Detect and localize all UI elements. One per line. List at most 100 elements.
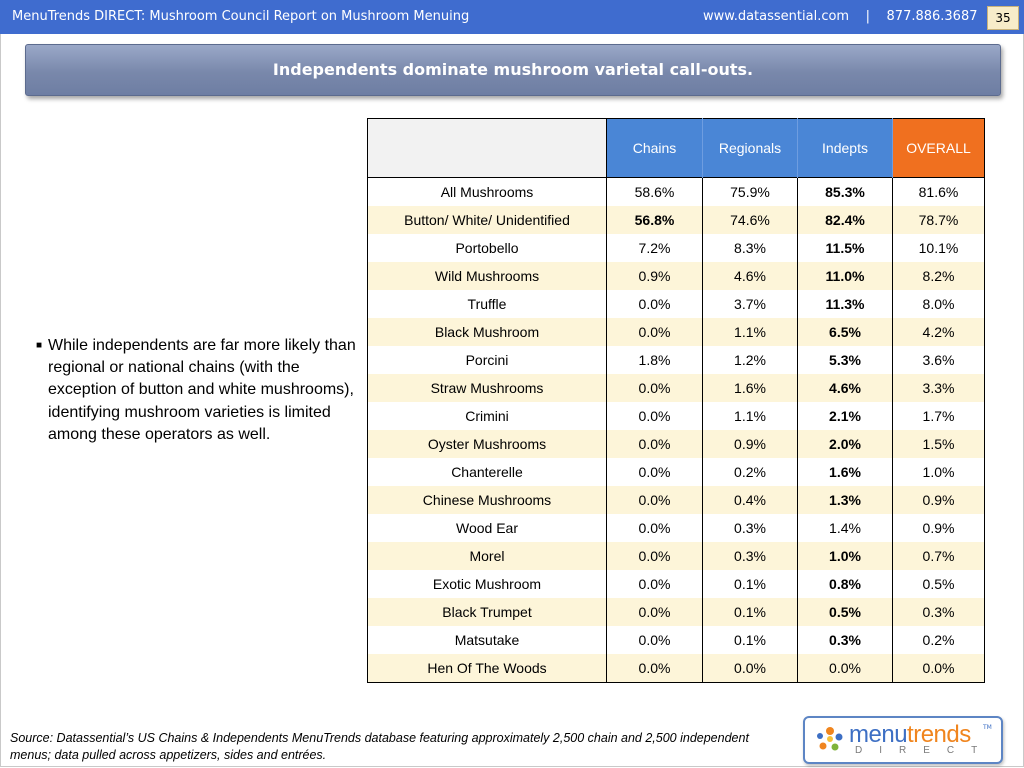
regionals-cell: 0.3% [702, 514, 798, 542]
row-label-cell: Black Mushroom [367, 318, 607, 346]
table-row: Button/ White/ Unidentified 56.8% 74.6% 82.… [367, 206, 985, 234]
table-body: All Mushrooms 58.6% 75.9% 85.3% 81.6% Button/… [367, 177, 985, 683]
overall-cell: 1.7% [892, 402, 985, 430]
overall-cell: 1.0% [892, 458, 985, 486]
row-label-cell: Hen Of The Woods [367, 654, 607, 683]
column-header-regionals: Regionals [702, 118, 798, 178]
bullet-point: ■ While independents are far more likely… [36, 335, 356, 446]
overall-cell: 10.1% [892, 234, 985, 262]
chains-cell: 0.0% [606, 374, 703, 402]
overall-cell: 1.5% [892, 430, 985, 458]
table-row: Wood Ear 0.0% 0.3% 1.4% 0.9% [367, 514, 985, 542]
row-label-cell: Black Trumpet [367, 598, 607, 626]
chains-cell: 0.9% [606, 262, 703, 290]
regionals-cell: 1.1% [702, 402, 798, 430]
row-label-cell: Chinese Mushrooms [367, 486, 607, 514]
logo-subtitle: DIRECT [855, 745, 995, 756]
table-row: Straw Mushrooms 0.0% 1.6% 4.6% 3.3% [367, 374, 985, 402]
regionals-cell: 8.3% [702, 234, 798, 262]
overall-cell: 0.5% [892, 570, 985, 598]
row-label-cell: Matsutake [367, 626, 607, 654]
indepts-cell: 82.4% [797, 206, 893, 234]
overall-cell: 8.0% [892, 290, 985, 318]
header-bar: MenuTrends DIRECT: Mushroom Council Repo… [0, 0, 1024, 34]
mushroom-table: Chains Regionals Indepts OVERALL All Mus… [367, 118, 985, 683]
menutrends-logo: menutrends TM DIRECT [803, 716, 1003, 764]
table-row: Chinese Mushrooms 0.0% 0.4% 1.3% 0.9% [367, 486, 985, 514]
table-row: Morel 0.0% 0.3% 1.0% 0.7% [367, 542, 985, 570]
regionals-cell: 0.4% [702, 486, 798, 514]
row-label-cell: Morel [367, 542, 607, 570]
table-header-row: Chains Regionals Indepts OVERALL [367, 118, 985, 178]
table-row: Porcini 1.8% 1.2% 5.3% 3.6% [367, 346, 985, 374]
column-header-chains: Chains [606, 118, 703, 178]
overall-cell: 0.7% [892, 542, 985, 570]
indepts-cell: 1.3% [797, 486, 893, 514]
chains-cell: 0.0% [606, 458, 703, 486]
overall-cell: 4.2% [892, 318, 985, 346]
indepts-cell: 11.3% [797, 290, 893, 318]
column-header-indepts: Indepts [797, 118, 893, 178]
indepts-cell: 2.1% [797, 402, 893, 430]
regionals-cell: 0.1% [702, 598, 798, 626]
regionals-cell: 0.1% [702, 626, 798, 654]
regionals-cell: 3.7% [702, 290, 798, 318]
chains-cell: 0.0% [606, 318, 703, 346]
overall-cell: 0.9% [892, 486, 985, 514]
table-row: Truffle 0.0% 3.7% 11.3% 8.0% [367, 290, 985, 318]
overall-cell: 0.2% [892, 626, 985, 654]
slide-title: Independents dominate mushroom varietal … [25, 44, 1001, 96]
row-label-cell: All Mushrooms [367, 177, 607, 206]
chains-cell: 0.0% [606, 514, 703, 542]
indepts-cell: 0.8% [797, 570, 893, 598]
indepts-cell: 5.3% [797, 346, 893, 374]
table-row: Matsutake 0.0% 0.1% 0.3% 0.2% [367, 626, 985, 654]
column-header-overall: OVERALL [892, 118, 985, 178]
table-row: Chanterelle 0.0% 0.2% 1.6% 1.0% [367, 458, 985, 486]
chains-cell: 0.0% [606, 598, 703, 626]
row-label-cell: Truffle [367, 290, 607, 318]
overall-cell: 3.3% [892, 374, 985, 402]
chains-cell: 7.2% [606, 234, 703, 262]
indepts-cell: 11.5% [797, 234, 893, 262]
chains-cell: 58.6% [606, 177, 703, 206]
overall-cell: 0.0% [892, 654, 985, 683]
chains-cell: 0.0% [606, 570, 703, 598]
table-row: Exotic Mushroom 0.0% 0.1% 0.8% 0.5% [367, 570, 985, 598]
table-row: Hen Of The Woods 0.0% 0.0% 0.0% 0.0% [367, 654, 985, 683]
regionals-cell: 1.2% [702, 346, 798, 374]
table-corner-cell [367, 118, 607, 178]
table-row: Oyster Mushrooms 0.0% 0.9% 2.0% 1.5% [367, 430, 985, 458]
row-label-cell: Wild Mushrooms [367, 262, 607, 290]
source-note: Source: Datassential’s US Chains & Indep… [10, 731, 749, 762]
indepts-cell: 1.4% [797, 514, 893, 542]
row-label-cell: Chanterelle [367, 458, 607, 486]
chains-cell: 0.0% [606, 654, 703, 683]
report-title: MenuTrends DIRECT: Mushroom Council Repo… [12, 9, 470, 24]
regionals-cell: 1.1% [702, 318, 798, 346]
regionals-cell: 0.3% [702, 542, 798, 570]
indepts-cell: 1.0% [797, 542, 893, 570]
indepts-cell: 11.0% [797, 262, 893, 290]
indepts-cell: 4.6% [797, 374, 893, 402]
row-label-cell: Button/ White/ Unidentified [367, 206, 607, 234]
overall-cell: 0.3% [892, 598, 985, 626]
indepts-cell: 1.6% [797, 458, 893, 486]
chains-cell: 0.0% [606, 486, 703, 514]
row-label-cell: Straw Mushrooms [367, 374, 607, 402]
overall-cell: 8.2% [892, 262, 985, 290]
table-row: Portobello 7.2% 8.3% 11.5% 10.1% [367, 234, 985, 262]
table-row: Wild Mushrooms 0.9% 4.6% 11.0% 8.2% [367, 262, 985, 290]
row-label-cell: Exotic Mushroom [367, 570, 607, 598]
indepts-cell: 0.5% [797, 598, 893, 626]
page-number: 35 [987, 6, 1019, 30]
regionals-cell: 74.6% [702, 206, 798, 234]
table-row: Black Mushroom 0.0% 1.1% 6.5% 4.2% [367, 318, 985, 346]
chains-cell: 0.0% [606, 290, 703, 318]
overall-cell: 3.6% [892, 346, 985, 374]
bullet-square-icon: ■ [36, 340, 43, 351]
regionals-cell: 0.2% [702, 458, 798, 486]
indepts-cell: 2.0% [797, 430, 893, 458]
row-label-cell: Oyster Mushrooms [367, 430, 607, 458]
indepts-cell: 6.5% [797, 318, 893, 346]
